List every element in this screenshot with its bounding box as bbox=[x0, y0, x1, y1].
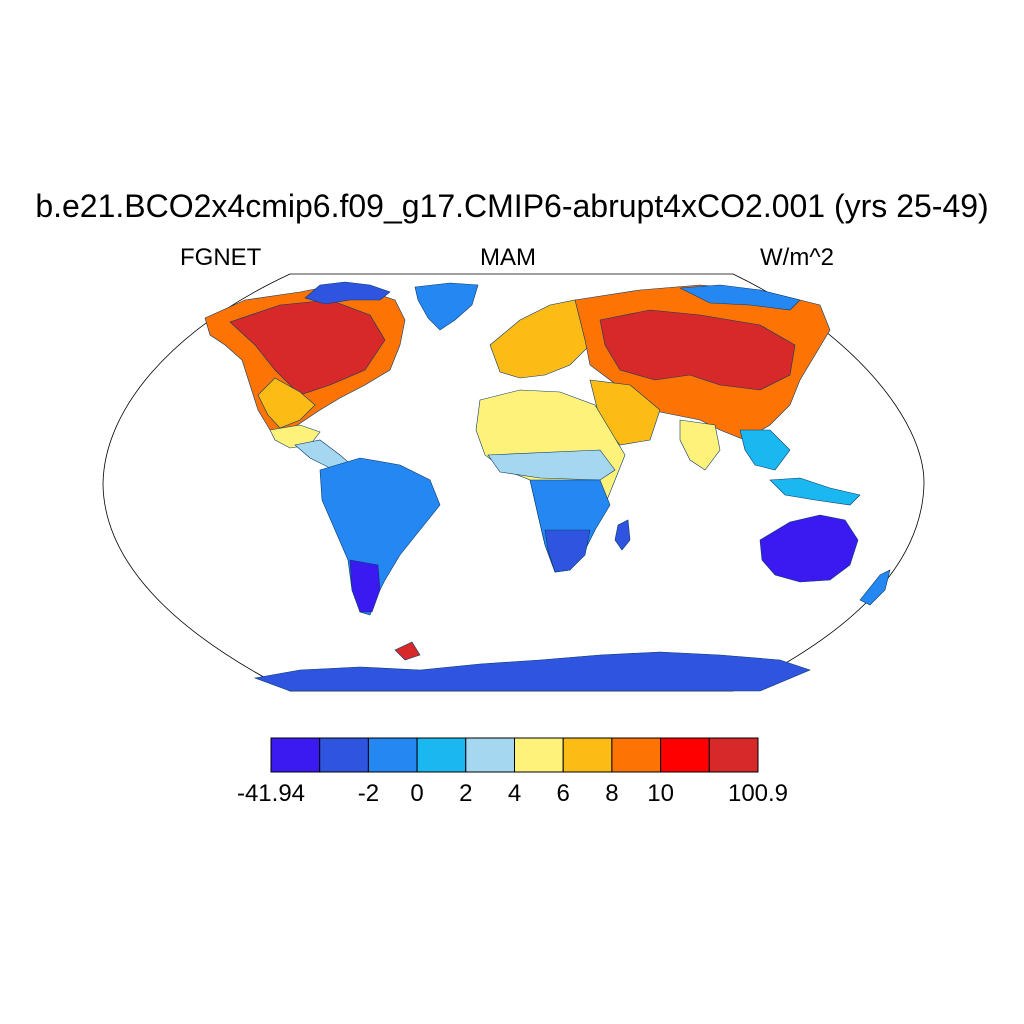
north-america-west bbox=[257, 377, 316, 429]
colorbar-swatch bbox=[367, 737, 418, 773]
india-region bbox=[679, 419, 721, 471]
colorbar-tick-label: 4 bbox=[507, 780, 522, 807]
arctic-islands-region bbox=[304, 281, 391, 305]
colorbar-swatch bbox=[562, 737, 613, 773]
colorbar-swatch bbox=[708, 737, 759, 773]
north-america-hot-core bbox=[229, 299, 386, 396]
australia-region bbox=[759, 514, 859, 583]
colorbar-swatch bbox=[270, 737, 321, 773]
season-label: MAM bbox=[480, 244, 536, 271]
colorbar-tick-label: 100.9 bbox=[727, 780, 789, 807]
land-regions bbox=[204, 281, 891, 692]
variable-label: FGNET bbox=[180, 244, 262, 271]
antarctica-region bbox=[253, 651, 811, 692]
colorbar-swatch bbox=[660, 737, 710, 773]
colorbar-tick-label: 10 bbox=[647, 780, 674, 807]
colorbar-swatch bbox=[416, 737, 467, 773]
colorbar-swatch bbox=[465, 737, 515, 773]
africa-far-south bbox=[544, 529, 591, 573]
colorbar-tick-label: -41.94 bbox=[236, 780, 306, 807]
siberia-north bbox=[678, 284, 801, 311]
colorbar-tick-label: -2 bbox=[357, 780, 380, 807]
colorbar-tick-label: 8 bbox=[605, 780, 619, 807]
southeast-asia-region bbox=[739, 429, 791, 471]
colorbar-swatch bbox=[611, 737, 662, 773]
asia-hot-core bbox=[599, 309, 796, 391]
south-america-south bbox=[349, 559, 381, 613]
indonesia-region bbox=[769, 477, 861, 506]
colorbar-tick-label: 6 bbox=[556, 780, 570, 807]
colorbar-swatch bbox=[514, 737, 564, 773]
colorbar-tick-label: 0 bbox=[410, 780, 424, 807]
units-label: W/m^2 bbox=[760, 244, 834, 271]
colorbar-swatch bbox=[319, 737, 369, 773]
antarctic-peninsula bbox=[394, 641, 421, 661]
map-title: b.e21.BCO2x4cmip6.f09_g17.CMIP6-abrupt4x… bbox=[35, 188, 989, 224]
colorbar-tick-label: 2 bbox=[459, 780, 473, 807]
madagascar-region bbox=[614, 519, 631, 551]
greenland-region bbox=[414, 282, 479, 331]
new-zealand-region bbox=[859, 569, 891, 606]
